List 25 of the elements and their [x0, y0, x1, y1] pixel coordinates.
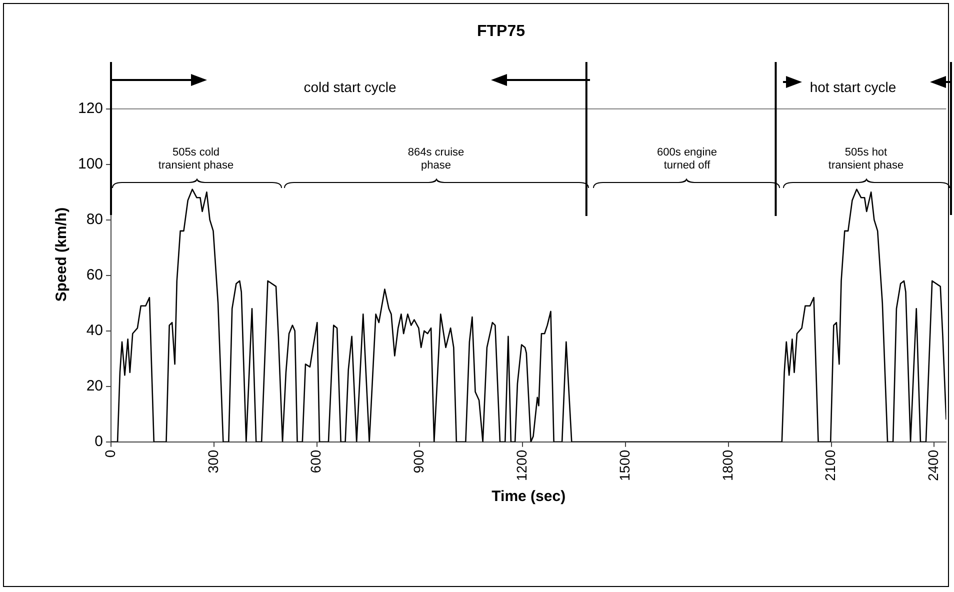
- x-tick-label: 1200: [513, 450, 530, 482]
- x-axis-title: Time (sec): [492, 488, 566, 506]
- annotation: cold start cycle: [304, 78, 397, 95]
- annotation: 505s hot transient phase: [828, 146, 904, 172]
- annotation: hot start cycle: [810, 78, 896, 95]
- annotation: 600s engine turned off: [657, 146, 717, 172]
- annotation: 864s cruise phase: [408, 146, 464, 172]
- y-tick-label: 120: [78, 100, 104, 117]
- y-axis-title: Speed (km/h): [53, 207, 70, 302]
- y-tick-label: 40: [86, 322, 104, 339]
- chart-title: FTP75: [476, 23, 526, 40]
- x-tick-label: 1800: [719, 450, 736, 482]
- y-tick-label: 60: [86, 266, 104, 284]
- y-tick-label: 20: [86, 377, 104, 394]
- x-tick-label: 2400: [925, 450, 942, 482]
- x-tick-label: 1500: [616, 450, 632, 482]
- x-tick-label: 600: [308, 450, 324, 474]
- annotation: 505s cold transient phase: [158, 146, 234, 172]
- y-tick-label: 80: [86, 210, 104, 228]
- y-tick-label: 100: [78, 155, 104, 172]
- x-tick-label: 900: [410, 450, 427, 474]
- x-tick-label: 2100: [822, 450, 838, 482]
- x-tick-label: 0: [102, 450, 118, 458]
- x-tick-label: 300: [204, 450, 221, 474]
- y-tick-label: 0: [94, 432, 104, 450]
